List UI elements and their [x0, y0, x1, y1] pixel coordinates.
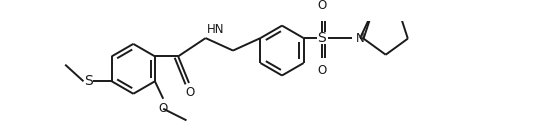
Text: O: O [317, 0, 326, 12]
Text: O: O [185, 86, 195, 99]
Text: O: O [159, 102, 168, 115]
Text: O: O [317, 64, 326, 77]
Text: S: S [318, 31, 326, 45]
Text: HN: HN [207, 23, 225, 36]
Text: S: S [84, 74, 93, 88]
Text: N: N [356, 32, 365, 45]
